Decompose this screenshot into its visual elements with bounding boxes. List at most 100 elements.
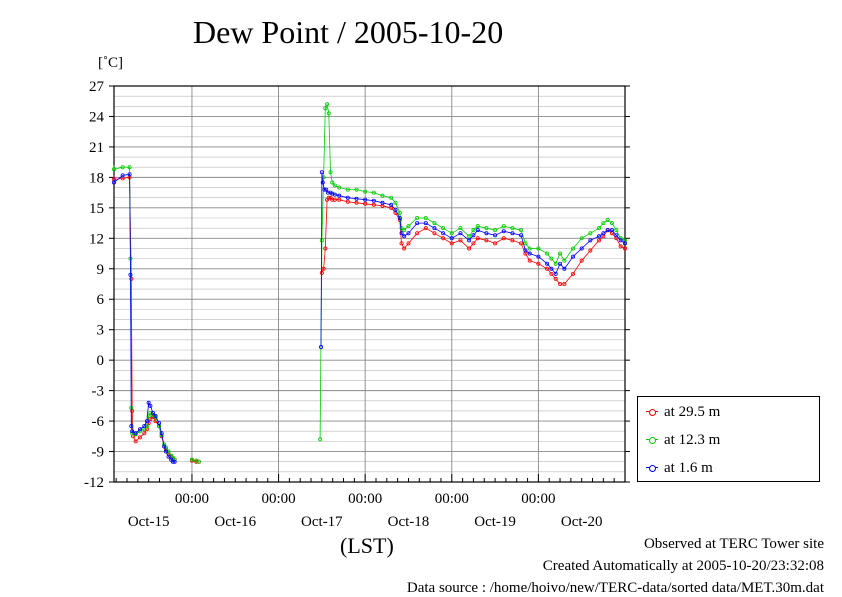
data-point	[553, 276, 558, 281]
data-point	[393, 207, 398, 212]
data-point	[153, 413, 158, 418]
data-point	[449, 231, 454, 236]
legend: at 29.5 m at 12.3 m at 1.6 m	[637, 396, 820, 482]
data-point	[330, 197, 335, 202]
data-point	[325, 102, 330, 107]
data-point	[549, 266, 554, 271]
x-tick-date-label: Oct-15	[128, 514, 170, 530]
data-point	[536, 246, 541, 251]
data-point	[545, 251, 550, 256]
data-point	[536, 254, 541, 259]
y-tick-label: -9	[92, 445, 105, 461]
data-point	[423, 226, 428, 231]
data-point	[129, 424, 134, 429]
data-point	[332, 197, 337, 202]
data-point	[163, 449, 168, 454]
legend-item-29-5m: at 29.5 m	[646, 402, 720, 422]
data-point	[510, 238, 515, 243]
data-point	[330, 180, 335, 185]
data-point	[337, 193, 342, 198]
data-point	[189, 457, 194, 462]
data-point	[432, 221, 437, 226]
data-point	[623, 241, 628, 246]
data-point	[441, 236, 446, 241]
data-point	[415, 231, 420, 236]
data-point	[345, 187, 350, 192]
data-point	[493, 233, 498, 238]
data-point	[618, 244, 623, 249]
grid-lines	[114, 86, 625, 482]
data-point	[449, 236, 454, 241]
x-tick-time-label: 00:00	[521, 491, 555, 507]
data-point	[402, 246, 407, 251]
data-point	[549, 271, 554, 276]
data-point	[588, 248, 593, 253]
data-point	[432, 231, 437, 236]
data-point	[441, 231, 446, 236]
data-point	[610, 221, 615, 226]
data-point	[137, 427, 142, 432]
data-point	[389, 195, 394, 200]
data-point	[484, 238, 489, 243]
data-point	[519, 241, 524, 246]
legend-label: at 29.5 m	[664, 403, 721, 420]
data-point	[601, 231, 606, 236]
x-tick-date-label: Oct-20	[561, 514, 603, 530]
data-point	[354, 200, 359, 205]
data-point	[112, 167, 117, 172]
data-point	[345, 195, 350, 200]
y-tick-label: -6	[92, 414, 105, 430]
data-point	[536, 261, 541, 266]
y-tick-label: 12	[89, 231, 104, 247]
y-tick-label: 24	[89, 109, 105, 125]
data-point	[399, 231, 404, 236]
data-point	[597, 238, 602, 243]
data-point	[371, 198, 376, 203]
data-point	[129, 276, 134, 281]
data-point	[614, 228, 619, 233]
x-tick-labels: 00:00 00:00 00:00 00:00 00:00 Oct-15 Oct-16 Oct…	[128, 491, 603, 530]
data-point	[130, 429, 135, 434]
x-axis-label: (LST)	[340, 533, 394, 558]
x-tick-time-label: 00:00	[435, 491, 469, 507]
data-point	[618, 238, 623, 243]
data-point	[471, 228, 476, 233]
data-point	[415, 215, 420, 220]
data-point	[597, 226, 602, 231]
x-tick-date-label: Oct-18	[388, 514, 430, 530]
data-point	[562, 281, 567, 286]
data-point	[148, 410, 153, 415]
data-point	[397, 210, 402, 215]
series-line	[113, 173, 175, 463]
y-tick-label: 0	[97, 353, 105, 369]
data-point	[471, 241, 476, 246]
data-point	[319, 170, 324, 175]
data-point	[458, 226, 463, 231]
data-point	[128, 272, 133, 277]
data-point	[610, 228, 615, 233]
data-point	[553, 261, 558, 266]
data-point	[144, 419, 149, 424]
data-point	[332, 192, 337, 197]
data-point	[406, 231, 411, 236]
data-point	[545, 261, 550, 266]
data-point	[323, 106, 328, 111]
legend-marker	[646, 462, 658, 474]
data-point	[553, 271, 558, 276]
data-point	[320, 180, 325, 185]
data-point	[510, 231, 515, 236]
data-point	[605, 218, 610, 223]
y-tick-label: 27	[89, 79, 105, 95]
y-tick-label: 15	[89, 201, 104, 217]
series-at-12-3-m	[112, 102, 628, 464]
data-point	[172, 459, 177, 464]
data-point	[402, 234, 407, 239]
data-point	[441, 226, 446, 231]
data-point	[322, 187, 327, 192]
data-point	[406, 224, 411, 229]
data-point	[588, 238, 593, 243]
data-point	[558, 281, 563, 286]
data-point	[345, 199, 350, 204]
y-tick-label: -12	[84, 475, 104, 491]
